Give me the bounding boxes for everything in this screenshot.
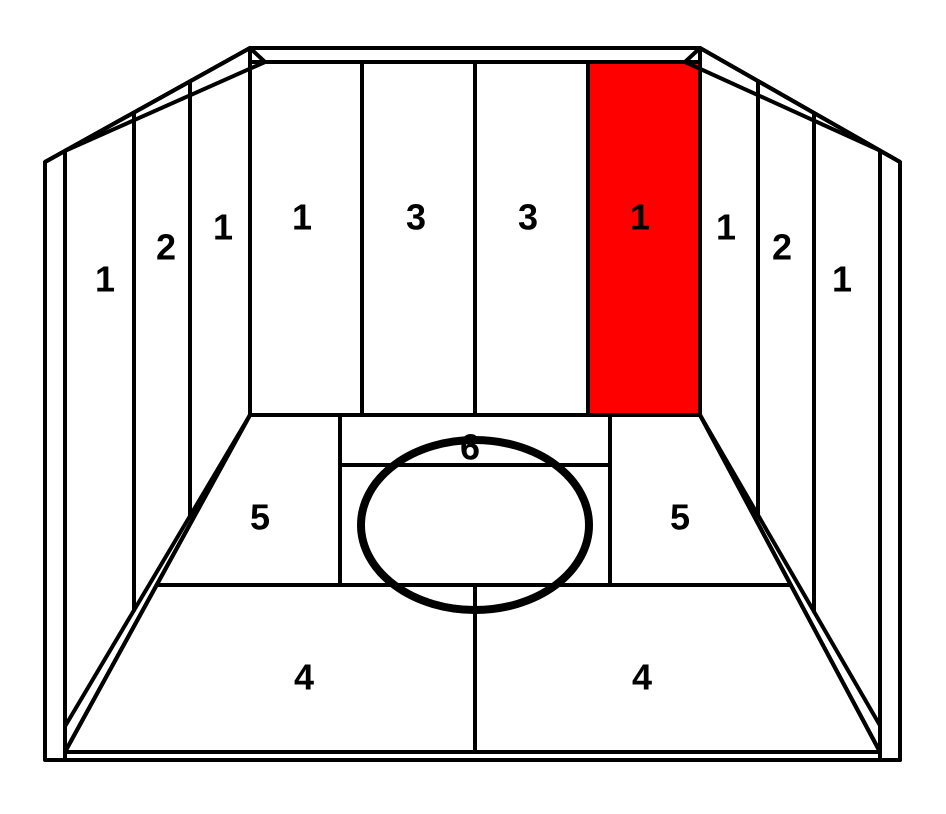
left-panel-label-L3: 1 xyxy=(213,207,233,248)
back-panel-B4 xyxy=(588,62,700,415)
left-panel-label-L1: 1 xyxy=(95,259,115,300)
back-panel-B3 xyxy=(475,62,588,415)
back-panel-label-B4: 1 xyxy=(630,197,650,238)
floor-label-4-right: 4 xyxy=(632,657,652,698)
back-panel-B2 xyxy=(362,62,475,415)
left-panel-L2 xyxy=(134,81,190,610)
left-panel-label-L2: 2 xyxy=(156,227,176,268)
back-panel-label-B3: 3 xyxy=(518,197,538,238)
floor-label-6: 6 xyxy=(460,427,480,468)
back-panel-label-B1: 1 xyxy=(292,197,312,238)
right-panel-label-R3: 1 xyxy=(832,259,852,300)
floor-label-5-right: 5 xyxy=(670,497,690,538)
room-diagram: 133112112165544 xyxy=(0,0,946,809)
back-panel-B1 xyxy=(250,62,362,415)
right-panel-label-R1: 1 xyxy=(716,207,736,248)
floor-label-4-left: 4 xyxy=(294,657,314,698)
back-panel-label-B2: 3 xyxy=(406,197,426,238)
floor-label-5-left: 5 xyxy=(250,497,270,538)
right-panel-R2 xyxy=(758,81,814,612)
right-panel-label-R2: 2 xyxy=(772,227,792,268)
